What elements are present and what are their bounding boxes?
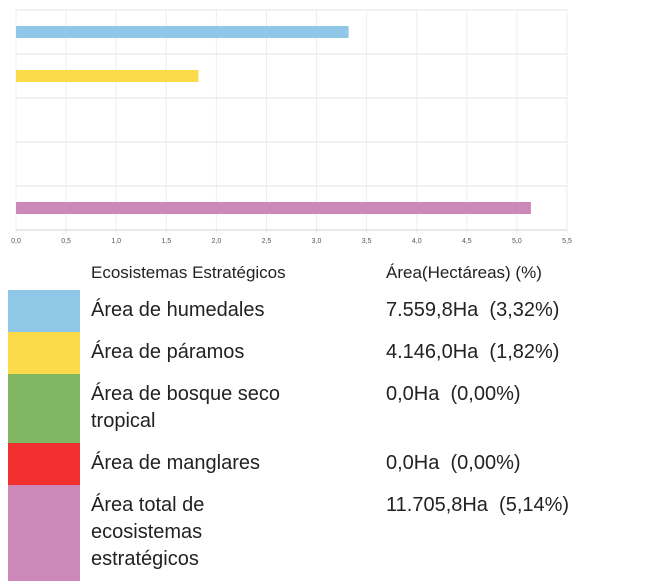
legend-swatch (8, 443, 80, 485)
chart: 0,0 0,5 1,0 1,5 2,0 2,5 3,0 3,5 4,0 4,5 5,0 5,5 (11, 9, 572, 245)
legend-row: Área de páramos 4.146,0Ha (1,82%) (0, 332, 652, 374)
legend-row: Área total de ecosistemas estratégicos 11… (0, 485, 652, 581)
legend-name: Área de humedales (91, 299, 265, 321)
x-tick-label: 4,0 (412, 238, 422, 245)
x-tick-label: 2,0 (211, 238, 221, 245)
legend-name: Área total de ecosistemas estratégicos (91, 494, 205, 570)
x-tick-label: 0,0 (11, 238, 21, 245)
legend-value: 0,0Ha (0,00%) (386, 383, 521, 405)
legend-table: Ecosistemas Estratégicos Área(Hectáreas)… (0, 255, 652, 581)
bar (16, 70, 199, 82)
legend-swatch (8, 332, 80, 374)
bar (16, 26, 349, 38)
x-tick-label: 3,5 (362, 238, 372, 245)
x-tick-label: 5,0 (512, 238, 522, 245)
header-name: Ecosistemas Estratégicos (91, 262, 286, 282)
header-value: Área(Hectáreas) (%) (386, 262, 542, 282)
legend-row: Área de manglares 0,0Ha (0,00%) (0, 443, 652, 485)
legend-name: Área de bosque seco tropical (91, 383, 281, 432)
x-tick-label: 4,5 (462, 238, 472, 245)
legend-swatch (8, 374, 80, 443)
x-tick-label: 1,0 (111, 238, 121, 245)
legend-name: Área de manglares (91, 452, 260, 474)
x-tick-label: 0,5 (61, 238, 71, 245)
legend-value: 7.559,8Ha (3,32%) (386, 299, 560, 321)
x-tick-label: 1,5 (161, 238, 171, 245)
legend-value: 0,0Ha (0,00%) (386, 452, 521, 474)
bar (16, 202, 531, 214)
x-tick-label: 5,5 (562, 238, 572, 245)
legend-name: Área de páramos (91, 341, 245, 363)
legend-row: Área de humedales 7.559,8Ha (3,32%) (0, 290, 652, 332)
legend-row: Área de bosque seco tropical 0,0Ha (0,00%… (0, 374, 652, 443)
legend-swatch (8, 290, 80, 332)
legend-swatch (8, 485, 80, 581)
x-tick-label: 3,0 (312, 238, 322, 245)
x-tick-label: 2,5 (262, 238, 272, 245)
legend-value: 4.146,0Ha (1,82%) (386, 341, 560, 363)
legend-header: Ecosistemas Estratégicos Área(Hectáreas)… (0, 255, 652, 290)
legend-value: 11.705,8Ha (5,14%) (386, 494, 570, 516)
